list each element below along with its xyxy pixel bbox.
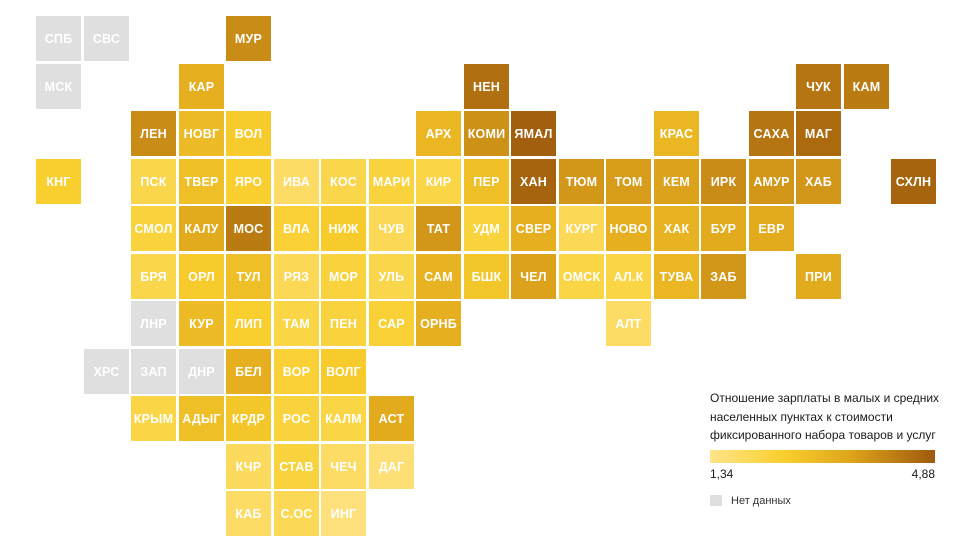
region-tile-75: ВОЛГ (321, 349, 366, 394)
region-tile-67: САР (369, 301, 414, 346)
region-tile-37: ВЛА (274, 206, 319, 251)
region-tile-15: САХА (749, 111, 794, 156)
region-tile-56: ЧЕЛ (511, 254, 556, 299)
region-tile-0: СПБ (36, 16, 81, 61)
region-tile-72: ДНР (179, 349, 224, 394)
region-tile-50: ТУЛ (226, 254, 271, 299)
region-tile-76: КРЫМ (131, 396, 176, 441)
legend-scale: 1,34 4,88 (710, 467, 935, 483)
region-tile-23: МАРИ (369, 159, 414, 204)
region-tile-34: СМОЛ (131, 206, 176, 251)
region-tile-53: УЛЬ (369, 254, 414, 299)
region-tile-49: ОРЛ (179, 254, 224, 299)
region-tile-83: СТАВ (274, 444, 319, 489)
region-tile-51: РЯЗ (274, 254, 319, 299)
region-tile-87: С.ОС (274, 491, 319, 536)
region-tile-21: ИВА (274, 159, 319, 204)
region-tile-57: ОМСК (559, 254, 604, 299)
region-tile-7: КАМ (844, 64, 889, 109)
region-tile-43: КУРГ (559, 206, 604, 251)
legend-gradient-bar (710, 449, 935, 463)
region-tile-77: АДЫГ (179, 396, 224, 441)
region-tile-66: ПЕН (321, 301, 366, 346)
region-tile-84: ЧЕЧ (321, 444, 366, 489)
region-tile-61: ПРИ (796, 254, 841, 299)
region-tile-40: ТАТ (416, 206, 461, 251)
legend-min-label: 1,34 (710, 466, 734, 481)
region-tile-65: ТАМ (274, 301, 319, 346)
region-tile-36: МОС (226, 206, 271, 251)
legend: Отношение зарплаты в малых и средних нас… (710, 389, 940, 507)
region-tile-13: ЯМАЛ (511, 111, 556, 156)
region-tile-47: ЕВР (749, 206, 794, 251)
region-tile-14: КРАС (654, 111, 699, 156)
region-tile-39: ЧУВ (369, 206, 414, 251)
region-tile-85: ДАГ (369, 444, 414, 489)
region-tile-55: БШК (464, 254, 509, 299)
region-tile-30: ИРК (701, 159, 746, 204)
region-tile-68: ОРНБ (416, 301, 461, 346)
region-tile-38: НИЖ (321, 206, 366, 251)
region-tile-26: ХАН (511, 159, 556, 204)
region-tile-2: МУР (226, 16, 271, 61)
region-tile-25: ПЕР (464, 159, 509, 204)
region-tile-73: БЕЛ (226, 349, 271, 394)
region-tile-22: КОС (321, 159, 366, 204)
legend-title: Отношение зарплаты в малых и средних нас… (710, 391, 940, 442)
region-tile-1: СВС (84, 16, 129, 61)
region-tile-42: СВЕР (511, 206, 556, 251)
region-tile-20: ЯРО (226, 159, 271, 204)
region-tile-54: САМ (416, 254, 461, 299)
region-tile-71: ЗАП (131, 349, 176, 394)
region-tile-5: НЕН (464, 64, 509, 109)
region-tile-6: ЧУК (796, 64, 841, 109)
region-tile-10: ВОЛ (226, 111, 271, 156)
region-tile-45: ХАК (654, 206, 699, 251)
region-tile-9: НОВГ (179, 111, 224, 156)
region-tile-19: ТВЕР (179, 159, 224, 204)
region-tile-52: МОР (321, 254, 366, 299)
region-tile-16: МАГ (796, 111, 841, 156)
region-tile-62: ЛНР (131, 301, 176, 346)
region-tile-17: КНГ (36, 159, 81, 204)
region-tile-88: ИНГ (321, 491, 366, 536)
region-tile-4: КАР (179, 64, 224, 109)
region-tile-69: АЛТ (606, 301, 651, 346)
region-tile-59: ТУВА (654, 254, 699, 299)
legend-max-label: 4,88 (911, 466, 935, 481)
region-tile-35: КАЛУ (179, 206, 224, 251)
region-tile-18: ПСК (131, 159, 176, 204)
legend-no-data: Нет данных (710, 495, 940, 507)
region-tile-11: АРХ (416, 111, 461, 156)
region-tile-46: БУР (701, 206, 746, 251)
region-tile-33: СХЛН (891, 159, 936, 204)
no-data-swatch (710, 495, 722, 506)
region-tile-32: ХАБ (796, 159, 841, 204)
region-tile-58: АЛ.К (606, 254, 651, 299)
region-tile-12: КОМИ (464, 111, 509, 156)
region-tile-79: РОС (274, 396, 319, 441)
no-data-label: Нет данных (731, 494, 791, 507)
region-tile-82: КЧР (226, 444, 271, 489)
region-tile-44: НОВО (606, 206, 651, 251)
region-tile-60: ЗАБ (701, 254, 746, 299)
region-tile-8: ЛЕН (131, 111, 176, 156)
region-tile-41: УДМ (464, 206, 509, 251)
region-tile-63: КУР (179, 301, 224, 346)
region-tile-86: КАБ (226, 491, 271, 536)
region-tile-31: АМУР (749, 159, 794, 204)
region-tile-80: КАЛМ (321, 396, 366, 441)
region-tile-28: ТОМ (606, 159, 651, 204)
region-tile-27: ТЮМ (559, 159, 604, 204)
region-tile-48: БРЯ (131, 254, 176, 299)
region-tile-3: МСК (36, 64, 81, 109)
region-tile-81: АСТ (369, 396, 414, 441)
region-tile-74: ВОР (274, 349, 319, 394)
region-tile-24: КИР (416, 159, 461, 204)
region-tile-29: КЕМ (654, 159, 699, 204)
region-tile-64: ЛИП (226, 301, 271, 346)
region-tile-70: ХРС (84, 349, 129, 394)
region-tile-78: КРДР (226, 396, 271, 441)
